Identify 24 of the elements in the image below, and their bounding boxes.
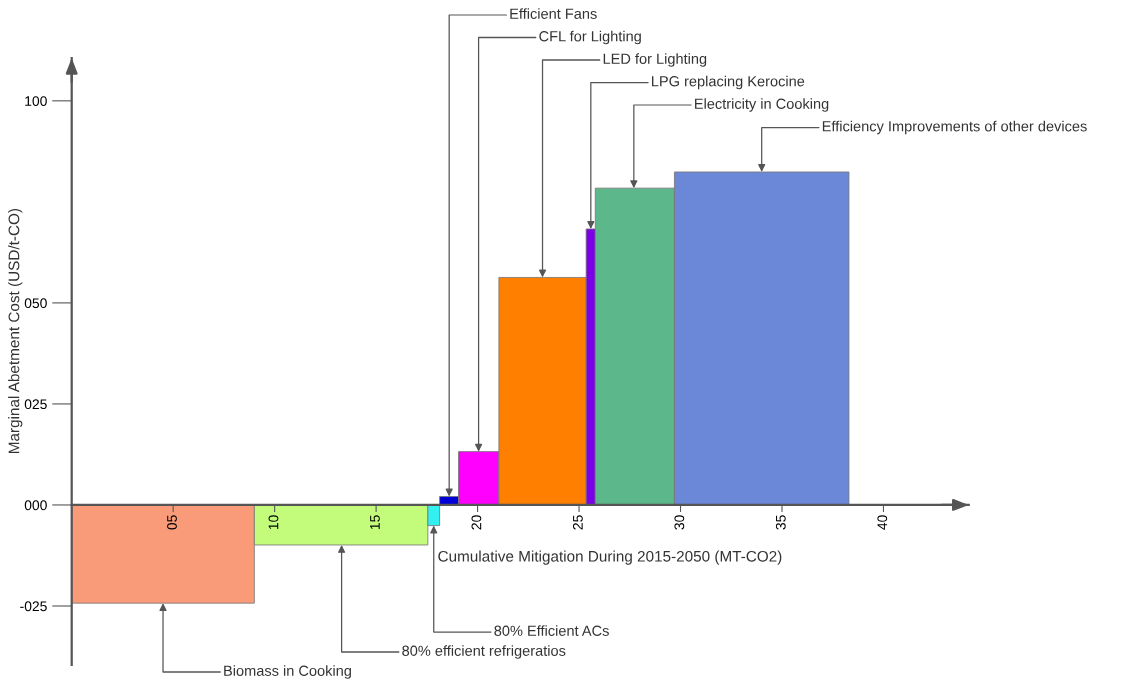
y-tick-label: 050 <box>24 298 47 309</box>
x-tick-label: 30 <box>674 515 685 530</box>
y-axis-title: Marginal Abetment Cost (USD/t-CO) <box>8 208 23 453</box>
x-tick-label: 40 <box>877 515 888 530</box>
x-tick-label: 20 <box>471 515 482 530</box>
annotation: LPG replacing Kerocine <box>652 75 805 90</box>
x-tick-label: 35 <box>775 515 786 530</box>
annotation: 80% efficient refrigeratios <box>402 645 566 659</box>
annotation: Biomass in Cooking <box>224 665 351 679</box>
x-tick-label: 05 <box>167 515 177 530</box>
annotation: CFL for Lighting <box>539 30 641 45</box>
annotation: LED for Lighting <box>603 53 707 67</box>
annotation: Efficient Fans <box>510 8 597 19</box>
annotation: 80% Efficient ACs <box>494 625 609 636</box>
y-tick-label: -025 <box>20 601 47 612</box>
y-tick-label: 000 <box>24 500 47 511</box>
annotation: Efficiency Improvements of other devices <box>822 120 1087 135</box>
x-tick-label: 10 <box>268 515 279 530</box>
annotation: Electricity in Cooking <box>695 98 829 112</box>
x-tick-label: 25 <box>572 515 583 530</box>
x-tick-label: 15 <box>370 515 380 530</box>
y-tick-label: 100 <box>25 96 47 107</box>
y-tick-label: 025 <box>24 399 47 410</box>
x-axis-title: Cumulative Mitigation During 2015-2050 (MT-CO2) <box>438 550 782 565</box>
